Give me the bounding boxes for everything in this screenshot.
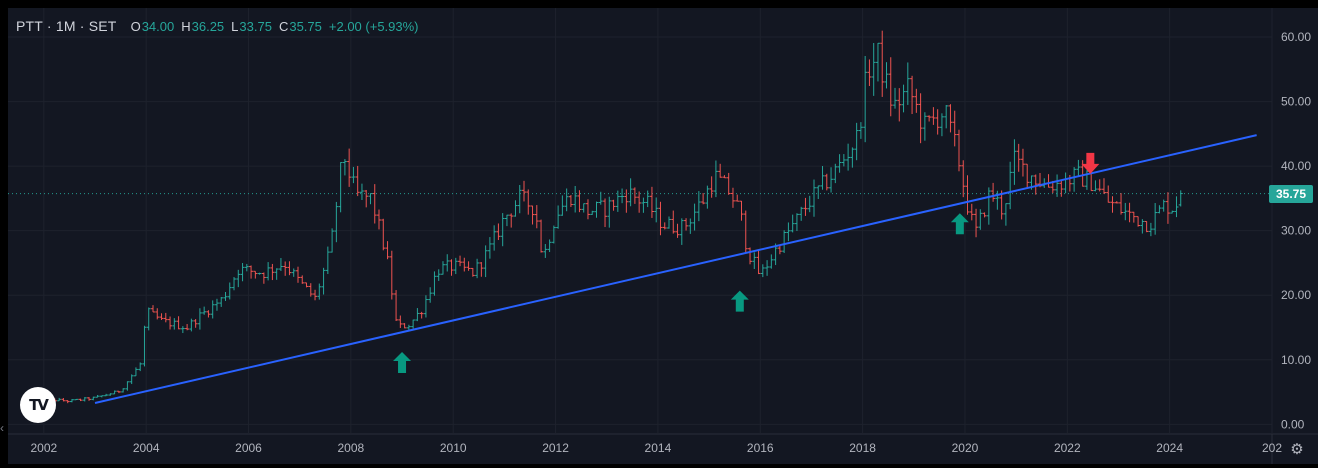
x-tick-label: 2002 [30, 441, 57, 455]
chevron-left-icon[interactable]: ‹ [0, 421, 4, 435]
open-value: 34.00 [141, 19, 175, 34]
low-label: L [231, 19, 239, 34]
x-tick-label: 2022 [1054, 441, 1081, 455]
ohlc-bars [31, 30, 1183, 404]
symbol-title[interactable]: PTT · 1M · SET [16, 18, 117, 34]
y-tick-label: 10.00 [1281, 353, 1311, 367]
x-tick-label: 2010 [440, 441, 467, 455]
x-tick-label: 2020 [952, 441, 979, 455]
x-tick-label: 2024 [1156, 441, 1183, 455]
y-tick-label: 0.00 [1281, 417, 1305, 431]
x-tick-label: 2008 [338, 441, 365, 455]
arrow-up-icon[interactable] [730, 290, 749, 312]
close-value: 35.75 [289, 19, 322, 34]
change-value: +2.00 (+5.93%) [328, 19, 419, 34]
x-tick-label: 2016 [747, 441, 774, 455]
x-tick-label: 2018 [849, 441, 876, 455]
x-tick-label: 2004 [133, 441, 160, 455]
y-tick-label: 50.00 [1281, 95, 1311, 109]
x-axis-labels: 2002 2004 2006 2008 2010 2012 2014 2016 2018 2020… [30, 441, 1282, 455]
x-tick-label: 2014 [645, 441, 672, 455]
x-axis-background [8, 434, 1318, 464]
gear-icon[interactable]: ⚙ [1290, 441, 1304, 458]
y-axis-labels: 0.00 10.00 20.00 30.00 40.00 50.00 60.00 [1281, 30, 1311, 431]
symbol-legend: PTT · 1M · SET O 34.00 H 36.25 L 33.75 C… [16, 18, 426, 34]
trendline-layer[interactable] [94, 134, 1257, 404]
high-label: H [181, 19, 191, 34]
tradingview-logo-icon[interactable]: TV [20, 387, 56, 423]
y-axis-background [1272, 8, 1318, 434]
arrow-up-icon[interactable] [950, 213, 969, 235]
close-label: C [278, 19, 289, 34]
grid-lines [8, 8, 1273, 434]
x-tick-label: 2012 [542, 441, 569, 455]
trendline[interactable] [94, 134, 1257, 404]
y-tick-label: 60.00 [1281, 30, 1311, 44]
x-tick-label: 2006 [235, 441, 262, 455]
logo-text: TV [29, 396, 49, 414]
arrow-up-icon[interactable] [393, 352, 412, 373]
high-value: 36.25 [191, 19, 225, 34]
last-price-label: 35.75 [1269, 184, 1313, 203]
annotation-arrows[interactable] [393, 152, 1100, 373]
open-label: O [130, 19, 141, 34]
arrow-down-icon[interactable] [1081, 152, 1100, 174]
y-tick-label: 30.00 [1281, 224, 1311, 238]
y-tick-label: 20.00 [1281, 288, 1311, 302]
y-tick-label: 40.00 [1281, 159, 1311, 173]
low-value: 33.75 [239, 19, 272, 34]
x-tick-label: 202 [1262, 441, 1282, 455]
plot-background [8, 8, 1272, 434]
